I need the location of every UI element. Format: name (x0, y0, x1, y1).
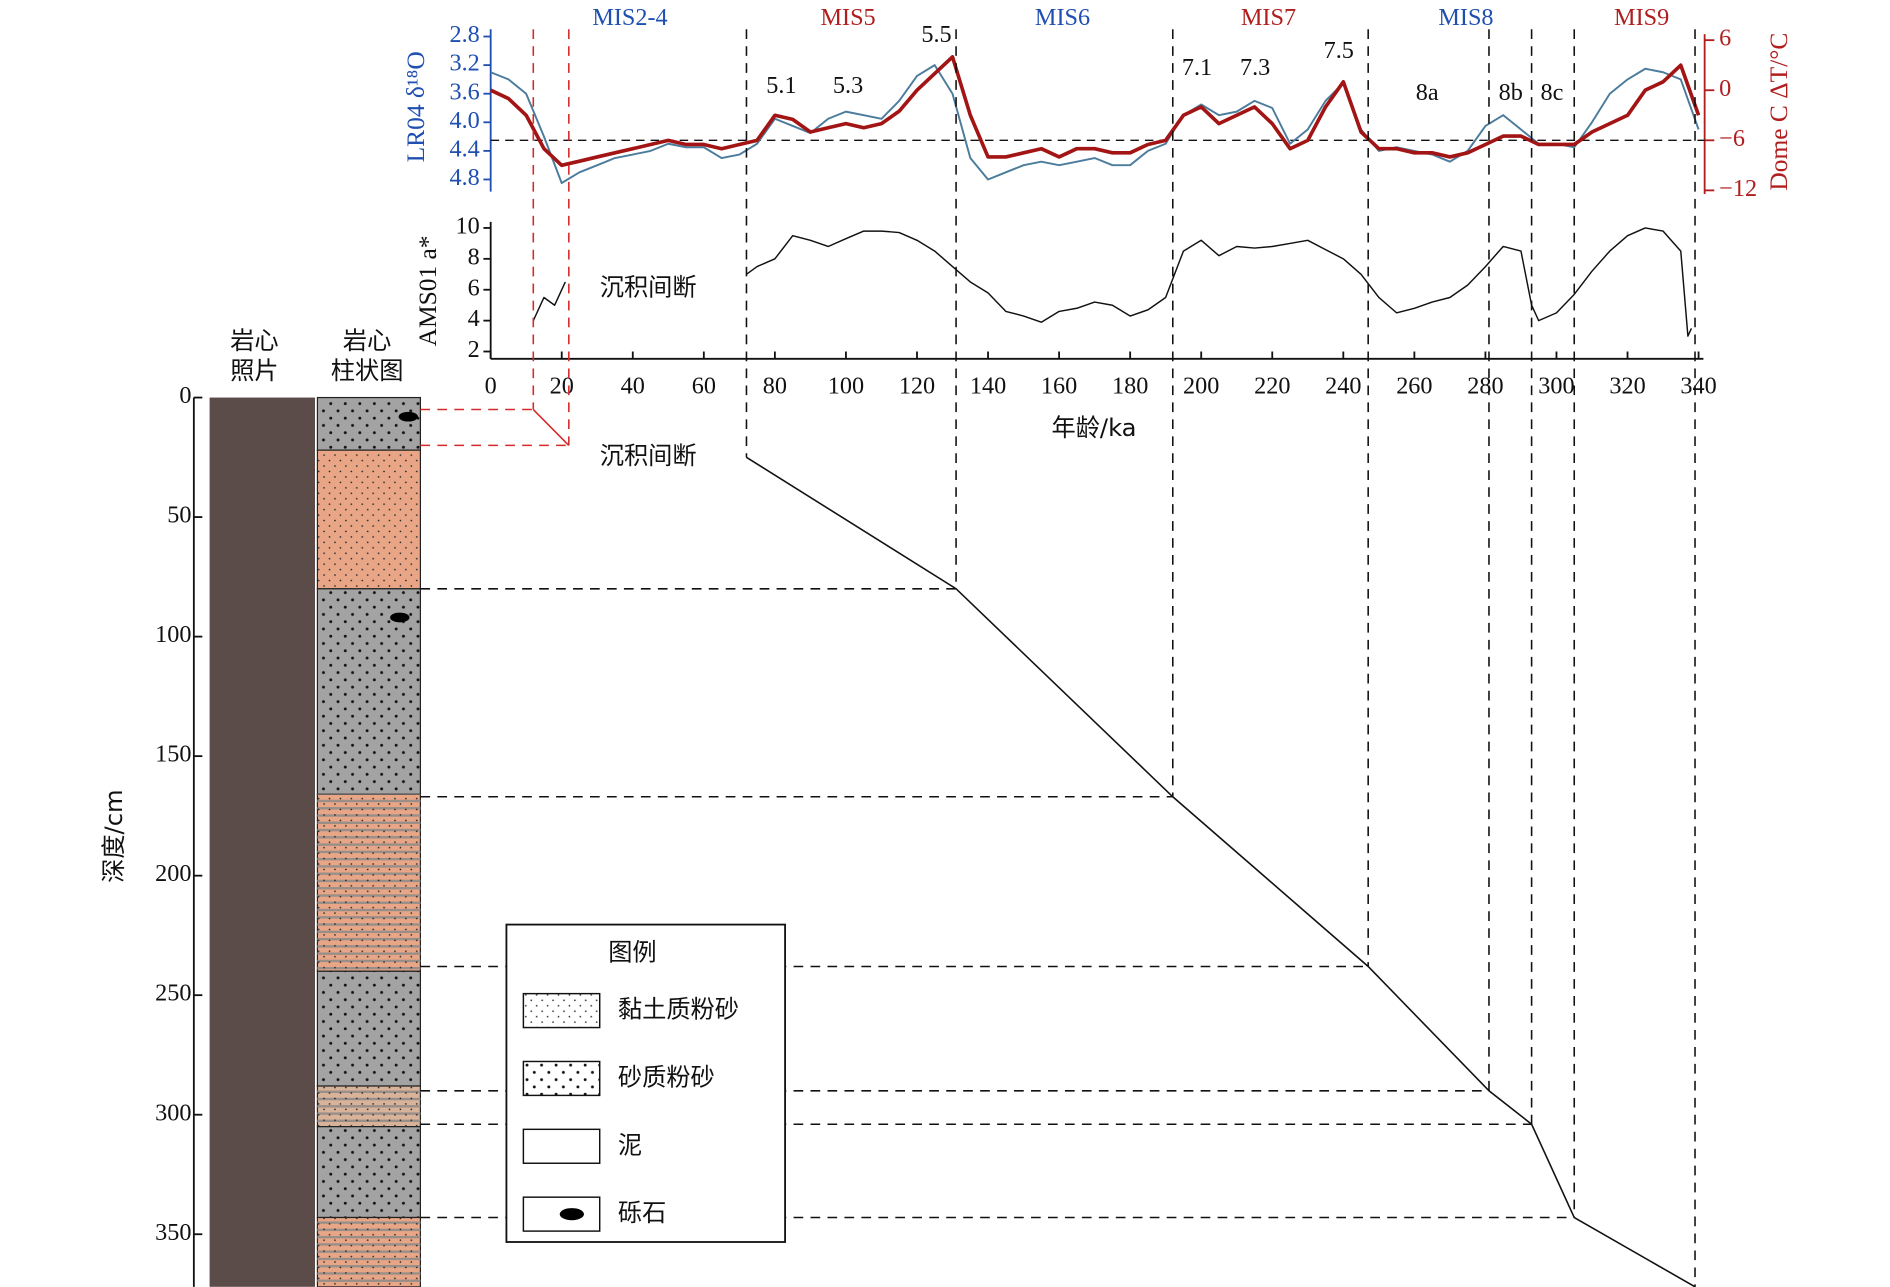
y2-tick-label: −6 (1719, 125, 1745, 152)
mis-label: MIS5 (820, 4, 875, 31)
y-tick-label: 8 (468, 243, 480, 270)
x-tick-label: 320 (1609, 372, 1645, 399)
layer-pattern (317, 1126, 421, 1218)
legend-swatch-pattern (523, 1061, 600, 1096)
y2-tick-label: −12 (1719, 175, 1757, 202)
y-tick-label: 6 (468, 274, 480, 301)
y-tick-label: 3.2 (449, 50, 479, 77)
y-tick-label: 50 (167, 502, 191, 529)
legend-label: 泥 (618, 1131, 642, 1159)
mis-label: MIS8 (1438, 4, 1493, 31)
mis-label: MIS9 (1614, 4, 1669, 31)
y2-tick-label: 6 (1719, 25, 1731, 52)
hiatus-label: 沉积间断 (600, 274, 697, 302)
legend-label: 砾石 (618, 1199, 666, 1227)
y-tick-label: 4.4 (449, 135, 479, 162)
y-tick-label: 350 (155, 1219, 191, 1246)
legend-swatch (522, 1128, 601, 1164)
column-title: 岩心 (230, 327, 278, 355)
layer-pattern (317, 1217, 421, 1287)
x-tick-label: 280 (1467, 372, 1503, 399)
gravel (390, 612, 410, 623)
y2-axis-title: Dome C ΔT/°C (1764, 33, 1793, 191)
legend-gravel (559, 1208, 584, 1221)
legend-title: 图例 (608, 939, 656, 967)
y-tick-label: 100 (155, 621, 191, 648)
gravel (398, 411, 418, 422)
legend-label: 砂质粉砂 (618, 1063, 715, 1091)
x-tick-label: 140 (970, 372, 1006, 399)
substage-label: 5.1 (766, 72, 796, 99)
y-tick-label: 10 (456, 213, 480, 240)
y-axis-title: 深度/cm (100, 789, 128, 883)
y-tick-label: 250 (155, 980, 191, 1007)
y-axis-title: AMS01 a* (413, 235, 442, 346)
substage-label: 5.5 (921, 21, 951, 48)
layer-pattern (317, 971, 421, 1087)
x-tick-label: 80 (763, 372, 787, 399)
age-depth-line (532, 408, 570, 446)
x-tick-label: 40 (621, 372, 645, 399)
x-tick-label: 120 (899, 372, 935, 399)
x-tick-label: 220 (1254, 372, 1290, 399)
x-axis-title: 年龄/ka (1051, 414, 1136, 442)
x-tick-label: 240 (1325, 372, 1361, 399)
hiatus-label: 沉积间断 (600, 442, 697, 470)
x-tick-label: 160 (1041, 372, 1077, 399)
substage-label: 7.5 (1324, 37, 1354, 64)
layer-pattern (317, 794, 421, 972)
data-line (490, 64, 1700, 184)
x-tick-label: 0 (485, 372, 497, 399)
x-tick-label: 20 (550, 372, 574, 399)
y-tick-label: 4.8 (449, 164, 479, 191)
y-tick-label: 4 (468, 305, 480, 332)
y-tick-label: 2.8 (449, 21, 479, 48)
substage-label: 7.1 (1182, 54, 1212, 81)
y2-tick-label: 0 (1719, 75, 1731, 102)
age-depth-line (746, 456, 1696, 1287)
column-title: 岩心 (343, 327, 391, 355)
core-photo (209, 397, 315, 1287)
mis-label: MIS2-4 (592, 4, 667, 31)
substage-label: 8c (1541, 79, 1564, 106)
y-tick-label: 3.6 (449, 78, 479, 105)
data-line (532, 227, 1693, 337)
y-tick-label: 300 (155, 1099, 191, 1126)
y-tick-label: 2 (468, 336, 480, 363)
y-tick-label: 4.0 (449, 107, 479, 134)
legend-swatch-pattern (523, 993, 600, 1028)
x-tick-label: 300 (1538, 372, 1574, 399)
substage-label: 8a (1416, 79, 1439, 106)
x-tick-label: 180 (1112, 372, 1148, 399)
layer-pattern (317, 588, 421, 795)
mis-label: MIS6 (1035, 4, 1090, 31)
layer-pattern (317, 450, 421, 589)
y-tick-label: 150 (155, 741, 191, 768)
legend-label: 黏土质粉砂 (618, 996, 739, 1024)
layer-pattern (317, 397, 421, 451)
y-axis-title: LR04 δ¹⁸O (401, 51, 430, 162)
substage-label: 7.3 (1240, 54, 1270, 81)
substage-label: 5.3 (833, 72, 863, 99)
column-title: 照片 (230, 357, 278, 385)
column-title: 柱状图 (331, 357, 404, 385)
x-tick-label: 200 (1183, 372, 1219, 399)
layer-pattern (317, 1086, 421, 1127)
y-tick-label: 0 (179, 382, 191, 409)
y-tick-label: 200 (155, 860, 191, 887)
substage-label: 8b (1499, 79, 1523, 106)
x-tick-label: 60 (692, 372, 716, 399)
x-tick-label: 260 (1396, 372, 1432, 399)
legend-swatch (522, 1196, 601, 1232)
x-tick-label: 100 (828, 372, 864, 399)
x-tick-label: 340 (1680, 372, 1716, 399)
mis-label: MIS7 (1241, 4, 1296, 31)
data-line (489, 55, 1701, 168)
